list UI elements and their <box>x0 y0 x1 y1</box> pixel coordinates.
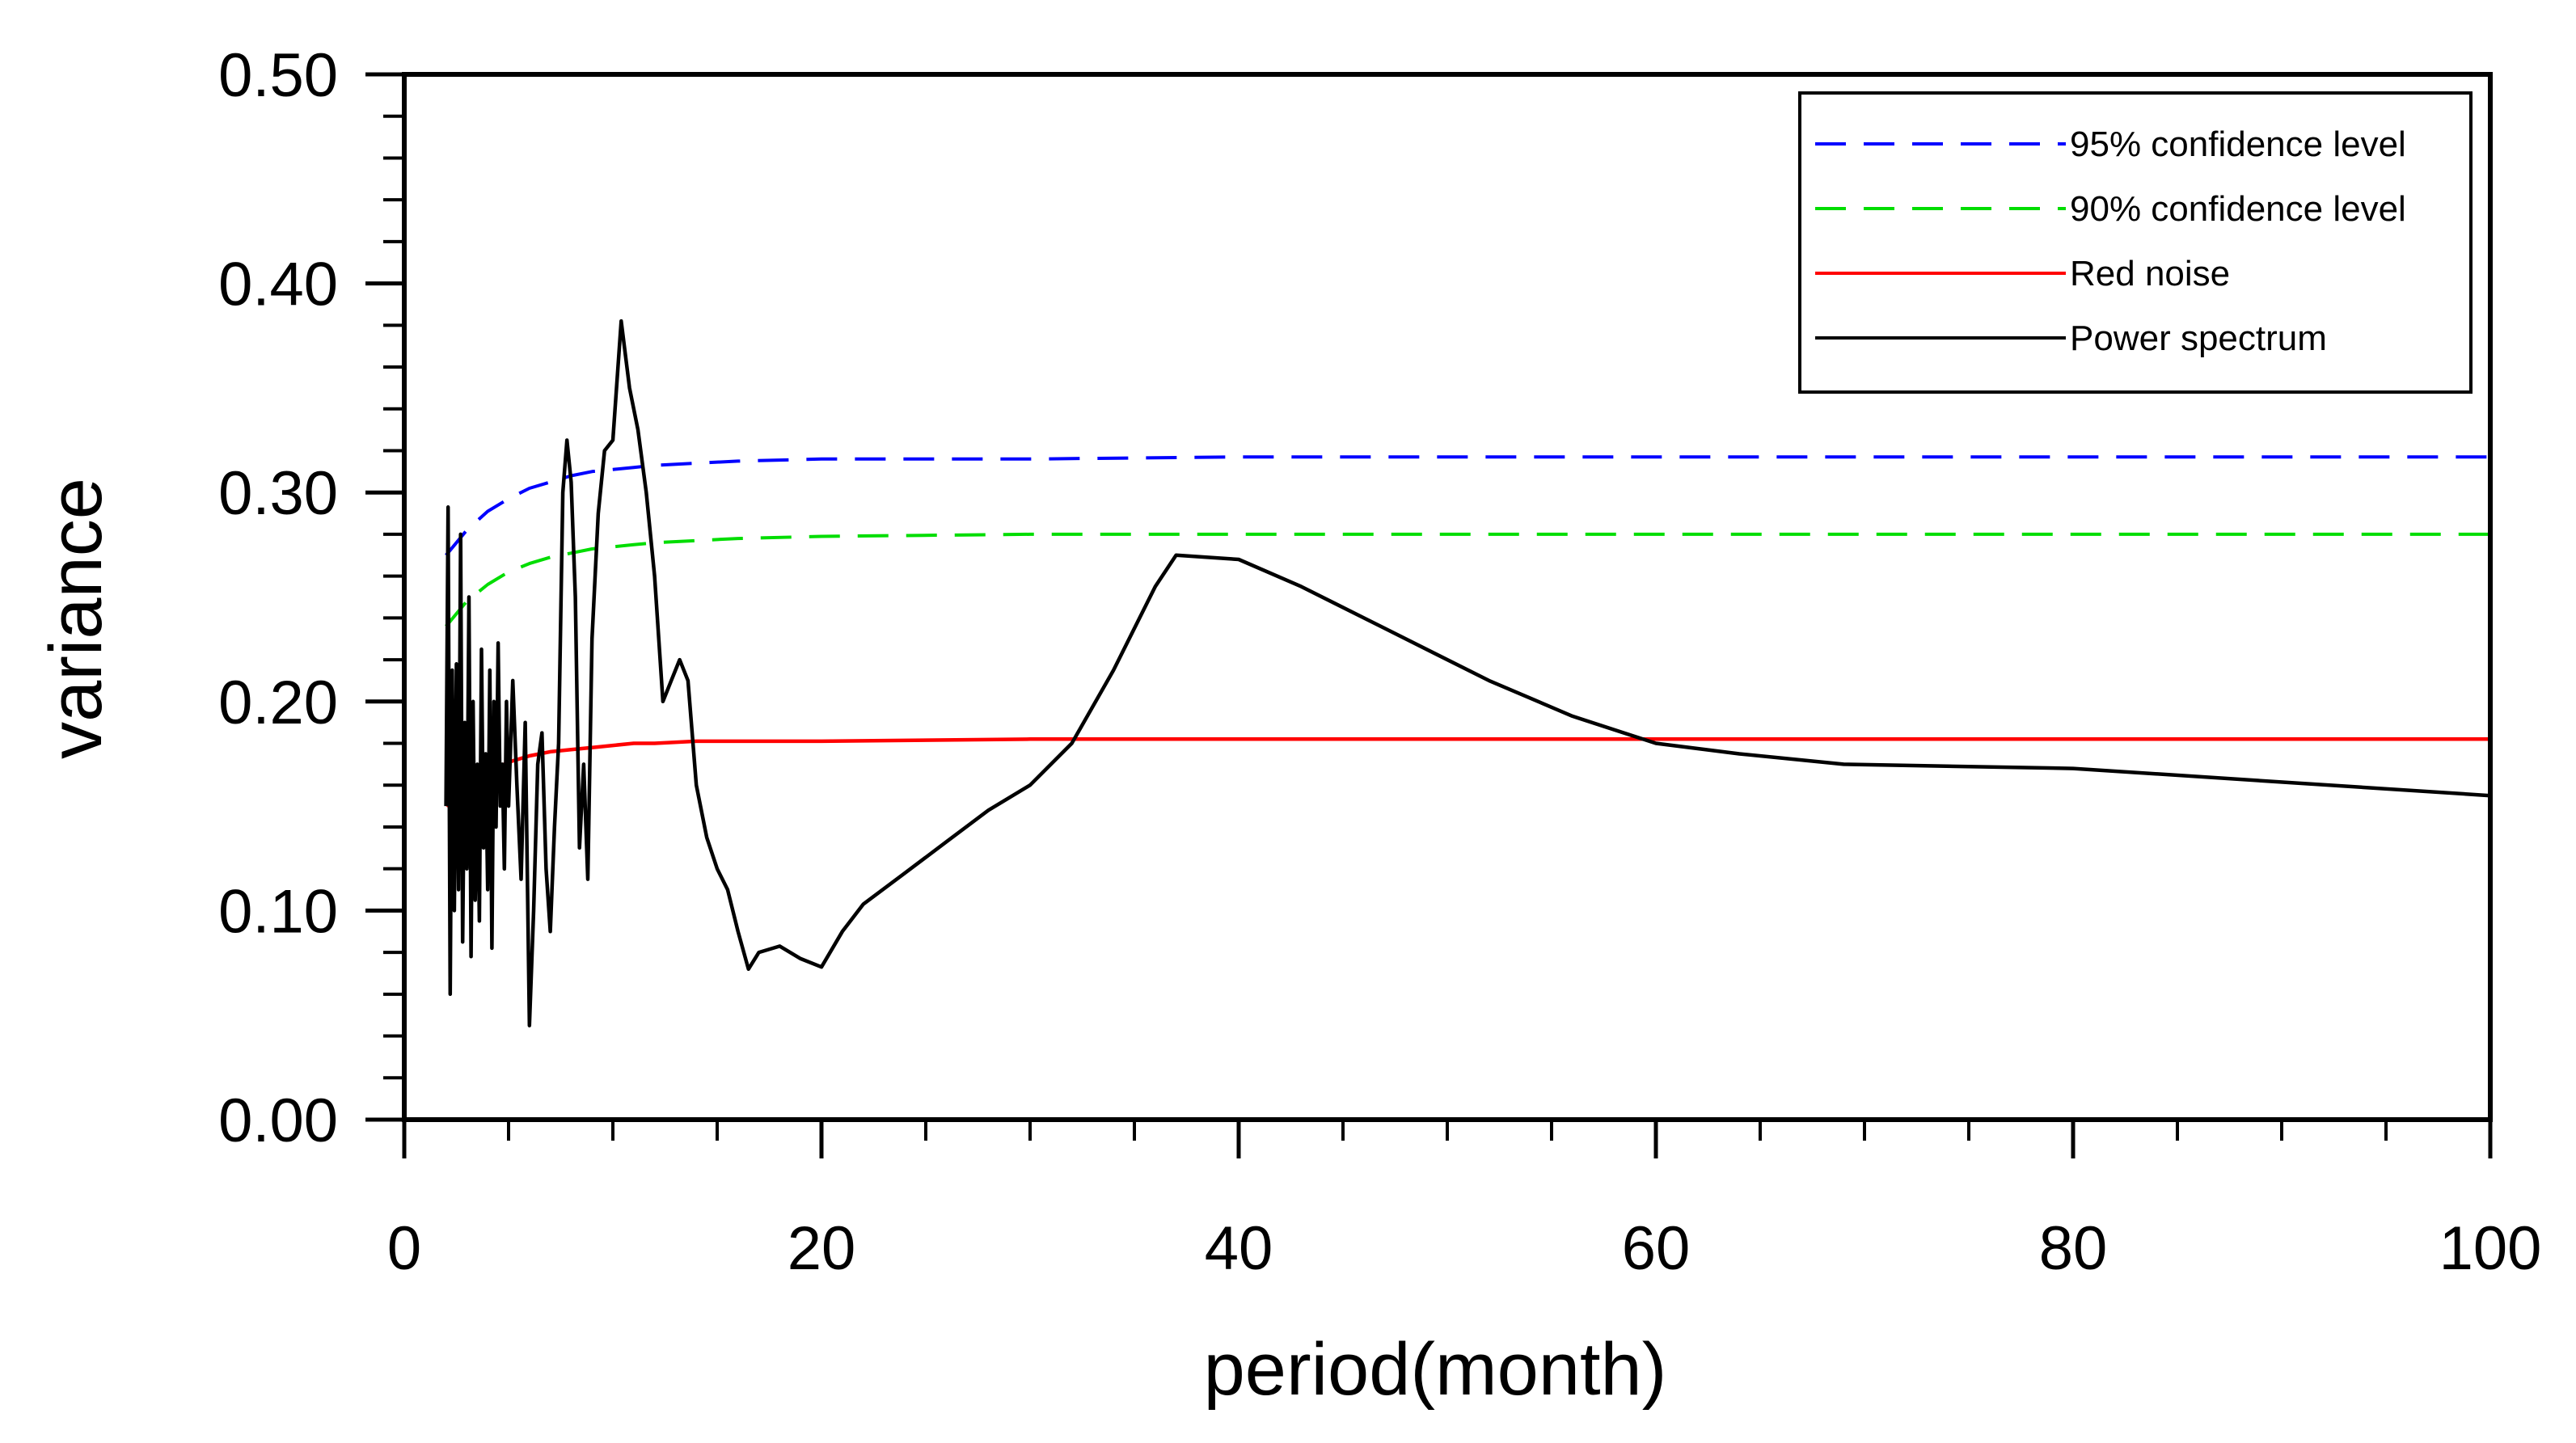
legend-label: Red noise <box>2070 254 2230 293</box>
y-tick-label: 0.30 <box>218 459 338 528</box>
x-tick-label: 60 <box>1622 1214 1691 1283</box>
y-tick-label: 0.40 <box>218 251 338 319</box>
series-layer <box>444 319 2491 1027</box>
legend-label: 90% confidence level <box>2070 189 2406 229</box>
series-line-90-confidence-level <box>445 532 2490 627</box>
legend-label: Power spectrum <box>2070 319 2327 358</box>
series-line-power-spectrum <box>444 319 2491 1027</box>
x-tick-label: 20 <box>788 1214 856 1283</box>
x-tick-label: 80 <box>2039 1214 2108 1283</box>
x-tick-label: 40 <box>1205 1214 1273 1283</box>
y-axis-title: variance <box>35 478 117 759</box>
y-tick-label: 0.50 <box>218 41 338 110</box>
y-tick-label: 0.10 <box>218 877 338 946</box>
legend-label: 95% confidence level <box>2070 124 2406 164</box>
x-axis-title: period(month) <box>1204 1328 1667 1411</box>
x-tick-label: 100 <box>2439 1214 2542 1283</box>
series-line-95-confidence-level <box>445 455 2490 557</box>
legend-entries: 95% confidence level 90% confidence level… <box>1815 124 2406 358</box>
x-tick-label: 0 <box>387 1214 421 1283</box>
y-tick-label: 0.20 <box>218 669 338 737</box>
tick-labels-layer: 0 20 40 60 80 100 0.00 0.10 0.20 0.30 0.40 0.50 <box>218 41 2541 1283</box>
legend-box <box>1798 91 2473 394</box>
ticks-layer <box>365 72 2493 1158</box>
y-tick-label: 0.00 <box>218 1086 338 1155</box>
legend: 95% confidence level 90% confidence level… <box>1798 91 2473 394</box>
